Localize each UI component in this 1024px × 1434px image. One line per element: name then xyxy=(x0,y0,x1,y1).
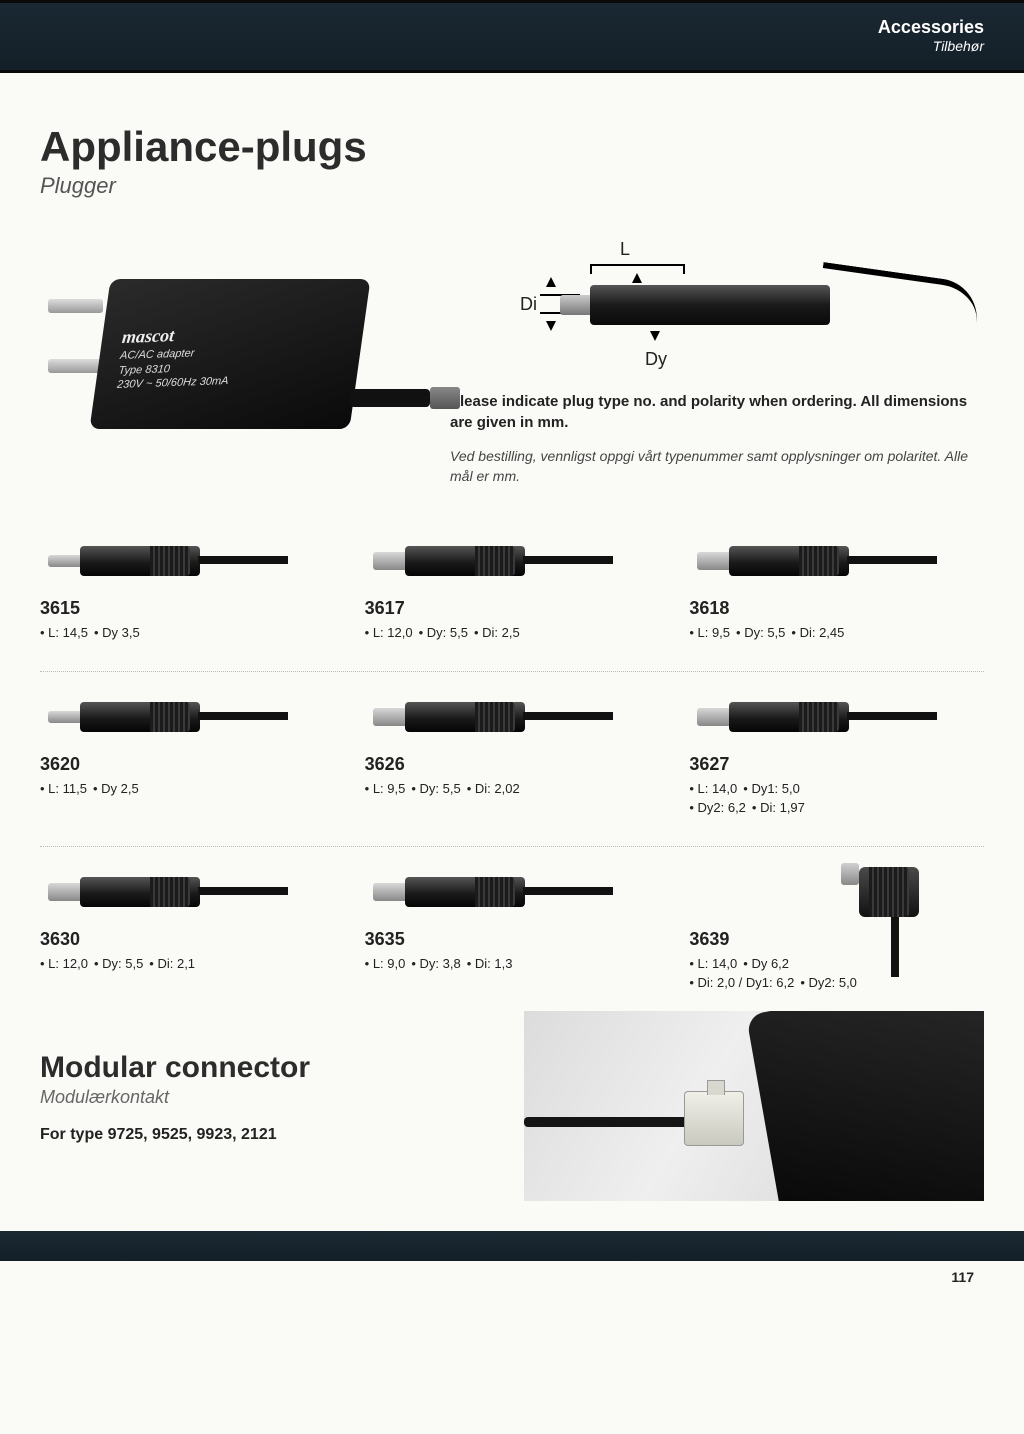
plug-cell-3630: 3630 L: 12,0Dy: 5,5Di: 2,1 xyxy=(40,867,335,1011)
modular-title: Modular connector xyxy=(40,1051,494,1085)
diagram-label-Di: Di xyxy=(520,294,537,315)
plug-code: 3635 xyxy=(365,929,660,950)
header-title-no: Tilbehør xyxy=(40,38,984,54)
plug-cell-3615: 3615 L: 14,5Dy 3,5 xyxy=(40,536,335,661)
plug-cell-3639: 3639 L: 14,0Dy 6,2Di: 2,0 / Dy1: 6,2Dy2: … xyxy=(689,867,984,1011)
plug-specs: L: 11,5Dy 2,5 xyxy=(40,779,335,799)
plug-specs: L: 12,0Dy: 5,5Di: 2,1 xyxy=(40,954,335,974)
header-band: Accessories Tilbehør xyxy=(0,0,1024,73)
plug-code: 3620 xyxy=(40,754,335,775)
plug-code: 3618 xyxy=(689,598,984,619)
instructions-en: Please indicate plug type no. and polari… xyxy=(450,391,984,433)
plug-image xyxy=(689,536,929,586)
plug-cell-3635: 3635 L: 9,0Dy: 3,8Di: 1,3 xyxy=(365,867,660,1011)
plug-image xyxy=(365,692,605,742)
footer-band xyxy=(0,1231,1024,1261)
row-divider xyxy=(40,671,984,672)
plug-specs: L: 9,5Dy: 5,5Di: 2,02 xyxy=(365,779,660,799)
plug-code: 3639 xyxy=(689,929,984,950)
plug-cell-3617: 3617 L: 12,0Dy: 5,5Di: 2,5 xyxy=(365,536,660,661)
instructions-no: Ved bestilling, vennligst oppgi vårt typ… xyxy=(450,447,984,486)
plug-cell-3618: 3618 L: 9,5Dy: 5,5Di: 2,45 xyxy=(689,536,984,661)
plug-grid: 3615 L: 14,5Dy 3,5 3617 L: 12,0Dy: 5,5Di: 2… xyxy=(40,536,984,1011)
adapter-illustration: mascot AC/AC adapter Type 8310 230V ~ 50… xyxy=(40,239,420,469)
plug-code: 3630 xyxy=(40,929,335,950)
page-subtitle: Plugger xyxy=(40,173,984,199)
plug-image xyxy=(689,867,929,917)
plug-specs: L: 14,0Dy 6,2Di: 2,0 / Dy1: 6,2Dy2: 5,0 xyxy=(689,954,984,993)
plug-image xyxy=(40,536,280,586)
adapter-label-text: mascot AC/AC adapter Type 8310 230V ~ 50… xyxy=(116,322,234,392)
modular-subtitle: Modulærkontakt xyxy=(40,1087,494,1108)
plug-specs: L: 9,0Dy: 3,8Di: 1,3 xyxy=(365,954,660,974)
page-number: 117 xyxy=(40,1261,984,1285)
plug-specs: L: 12,0Dy: 5,5Di: 2,5 xyxy=(365,623,660,643)
plug-cell-3620: 3620 L: 11,5Dy 2,5 xyxy=(40,692,335,836)
plug-image xyxy=(689,692,929,742)
modular-photo xyxy=(524,1011,984,1201)
row-divider xyxy=(40,846,984,847)
plug-code: 3617 xyxy=(365,598,660,619)
plug-dimension-diagram: L Di Dy xyxy=(450,239,900,379)
plug-image xyxy=(40,867,280,917)
diagram-label-Dy: Dy xyxy=(645,349,667,370)
plug-specs: L: 14,5Dy 3,5 xyxy=(40,623,335,643)
plug-code: 3627 xyxy=(689,754,984,775)
plug-code: 3626 xyxy=(365,754,660,775)
plug-specs: L: 9,5Dy: 5,5Di: 2,45 xyxy=(689,623,984,643)
plug-specs: L: 14,0Dy1: 5,0Dy2: 6,2Di: 1,97 xyxy=(689,779,984,818)
plug-image xyxy=(365,867,605,917)
modular-for-type: For type 9725, 9525, 9923, 2121 xyxy=(40,1126,494,1144)
diagram-label-L: L xyxy=(620,239,630,260)
header-title-en: Accessories xyxy=(40,17,984,38)
plug-image xyxy=(365,536,605,586)
plug-image xyxy=(40,692,280,742)
plug-cell-3627: 3627 L: 14,0Dy1: 5,0Dy2: 6,2Di: 1,97 xyxy=(689,692,984,836)
plug-code: 3615 xyxy=(40,598,335,619)
plug-cell-3626: 3626 L: 9,5Dy: 5,5Di: 2,02 xyxy=(365,692,660,836)
page-title: Appliance-plugs xyxy=(40,123,984,171)
